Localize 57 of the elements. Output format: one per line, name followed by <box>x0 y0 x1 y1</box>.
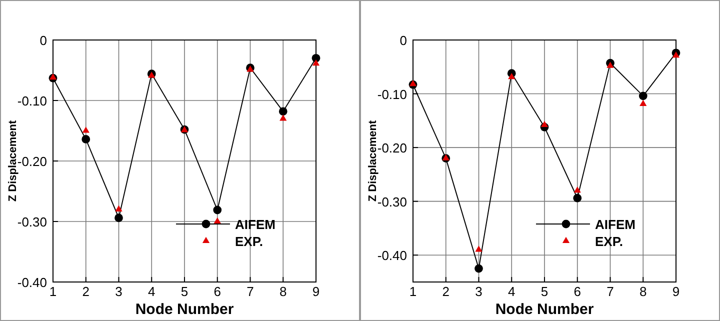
x-tick-label: 3 <box>475 284 482 299</box>
x-tick-label: 6 <box>214 284 221 299</box>
y-tick-label: -0.10 <box>17 94 47 108</box>
point <box>508 72 516 80</box>
x-tick-label: 2 <box>442 284 450 299</box>
point <box>213 206 222 214</box>
y-tick-label: -0.40 <box>377 248 407 264</box>
x-tick-label: 8 <box>640 284 647 299</box>
legend-label: AIFEM <box>595 217 636 232</box>
x-axis-title: Node Number <box>135 301 234 318</box>
y-axis-title: Z Displacement <box>367 120 379 202</box>
point <box>574 186 581 193</box>
point <box>474 264 483 273</box>
point <box>638 92 648 100</box>
y-tick-label: -0.30 <box>17 214 47 230</box>
point <box>82 135 90 144</box>
point <box>280 114 287 121</box>
y-tick-label: 0 <box>400 33 407 48</box>
x-axis-title: Node Number <box>495 301 594 318</box>
y-tick-label: 0 <box>40 33 47 48</box>
x-tick-label: 1 <box>409 284 417 299</box>
y-tick-label: -0.40 <box>17 275 47 290</box>
point <box>475 246 482 252</box>
x-tick-label: 5 <box>180 284 188 299</box>
x-tick-label: 4 <box>148 284 156 299</box>
point <box>82 126 90 133</box>
x-tick-label: 6 <box>574 284 581 299</box>
legend-label: EXP. <box>595 234 623 249</box>
legend-label: EXP. <box>235 234 263 249</box>
point <box>115 205 122 212</box>
point <box>409 80 417 86</box>
x-tick-label: 8 <box>280 284 287 299</box>
point <box>540 120 548 128</box>
y-tick-label: -0.20 <box>377 140 407 156</box>
point <box>114 214 123 222</box>
point <box>49 73 57 80</box>
legend-label: AIFEM <box>235 217 276 232</box>
point <box>278 107 288 116</box>
y-tick-label: -0.30 <box>377 194 407 210</box>
point <box>573 194 582 202</box>
y-tick-label: -0.10 <box>377 86 407 102</box>
y-axis-title: Z Displacement <box>7 120 19 202</box>
point <box>214 217 221 224</box>
x-tick-label: 2 <box>82 284 90 299</box>
point <box>606 62 614 68</box>
x-tick-label: 7 <box>246 284 254 299</box>
x-tick-label: 3 <box>115 284 122 299</box>
x-tick-label: 7 <box>606 284 614 299</box>
x-tick-label: 4 <box>508 284 516 299</box>
x-tick-label: 9 <box>672 284 680 299</box>
point <box>672 51 680 58</box>
x-tick-label: 9 <box>312 284 320 299</box>
y-tick-label: -0.20 <box>17 154 47 169</box>
point <box>312 59 320 66</box>
x-tick-label: 5 <box>540 284 548 299</box>
point <box>640 100 647 106</box>
x-tick-label: 1 <box>49 284 57 299</box>
